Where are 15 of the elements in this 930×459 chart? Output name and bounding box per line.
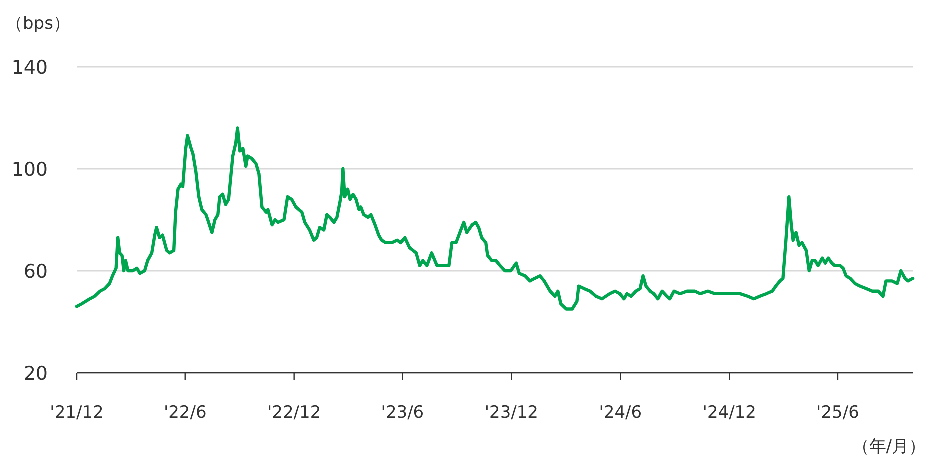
x-tick-label: '21/12 (50, 403, 104, 423)
y-tick-label: 140 (12, 57, 48, 79)
x-axis-title: （年/月） (852, 437, 926, 457)
y-tick-label: 20 (24, 363, 48, 385)
x-tick-label: '24/12 (702, 403, 756, 423)
x-tick-label: '22/6 (164, 403, 207, 423)
y-tick-label: 60 (24, 261, 48, 283)
y-axis-title: （bps） (6, 14, 70, 34)
x-tick-label: '24/6 (599, 403, 642, 423)
x-tick-label: '25/6 (816, 403, 860, 423)
x-tick-label: '23/6 (381, 403, 424, 423)
x-tick-label: '23/12 (484, 403, 539, 423)
x-tick-label: '22/12 (268, 403, 322, 423)
line-series (75, 126, 915, 311)
y-tick-label: 100 (12, 159, 48, 181)
